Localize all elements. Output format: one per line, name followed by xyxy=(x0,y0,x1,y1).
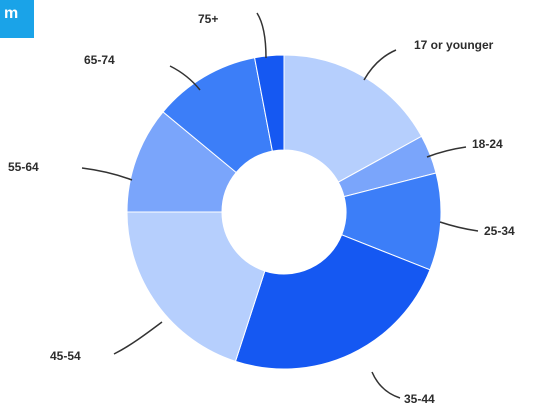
slice-label-35-44: 35-44 xyxy=(404,392,435,406)
leader-line-65-74 xyxy=(169,65,201,91)
corner-badge: m xyxy=(0,0,34,38)
donut-slice-35-44 xyxy=(234,234,431,370)
leader-line-55-64 xyxy=(81,167,133,181)
leader-line-25-34 xyxy=(439,221,479,232)
leader-line-45-54 xyxy=(113,321,163,355)
leader-line-17-or-younger xyxy=(363,49,397,81)
slice-label-65-74: 65-74 xyxy=(84,53,115,67)
leader-line-35-44 xyxy=(371,371,401,399)
donut-labels: 17 or younger 18-24 25-34 35-44 45-54 55-64 65… xyxy=(8,12,515,406)
donut-slice-17-or-younger xyxy=(283,54,423,183)
leader-line-75- xyxy=(256,12,267,59)
slice-label-55-64: 55-64 xyxy=(8,160,39,174)
donut-slice-75- xyxy=(253,54,285,152)
leader-line-18-24 xyxy=(426,146,467,158)
slice-label-25-34: 25-34 xyxy=(484,224,515,238)
slice-label-17-or-younger: 17 or younger xyxy=(414,38,494,52)
donut-slice-45-54 xyxy=(126,211,266,362)
slice-label-18-24: 18-24 xyxy=(472,137,503,151)
donut-slices xyxy=(126,54,442,370)
slice-label-75-: 75+ xyxy=(198,12,218,26)
slice-label-45-54: 45-54 xyxy=(50,349,81,363)
